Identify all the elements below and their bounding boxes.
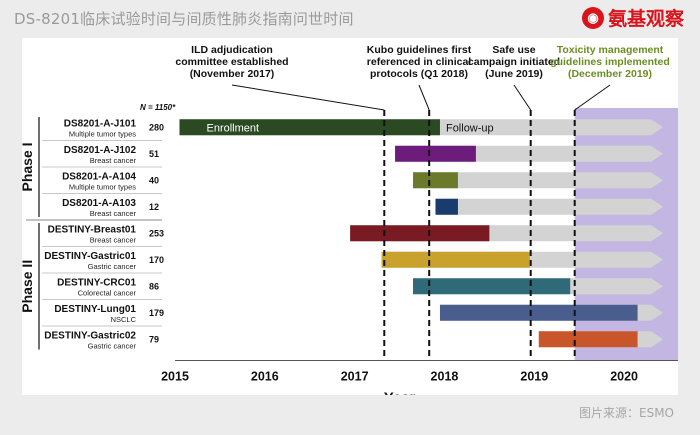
x-tick-label: 2016 xyxy=(251,370,279,384)
phase-label: Phase I xyxy=(22,142,35,191)
trial-indication: NSCLC xyxy=(111,315,137,324)
milestone-label: (November 2017) xyxy=(190,68,275,80)
n-header: N = 1150* xyxy=(140,103,176,112)
trial-n: 12 xyxy=(149,202,159,212)
trial-name: DESTINY-Breast01 xyxy=(48,224,137,235)
trial-name: DS8201-A-A103 xyxy=(62,198,136,209)
milestone-connector xyxy=(574,84,611,111)
x-axis-label: Year xyxy=(384,390,416,396)
trial-indication: Breast cancer xyxy=(90,235,137,244)
milestone-label: Toxicity management xyxy=(557,44,664,56)
x-tick-label: 2015 xyxy=(161,370,189,384)
trial-n: 280 xyxy=(149,122,164,132)
milestone-label: (December 2019) xyxy=(568,68,652,80)
enrollment-bar xyxy=(538,331,638,348)
brand-logo: ◉ 氨基观察 xyxy=(581,4,684,31)
trial-indication: Colorectal cancer xyxy=(78,288,137,297)
milestone-label: guidelines implemented xyxy=(550,56,670,68)
trial-indication: Gastric cancer xyxy=(88,262,137,271)
trial-indication: Breast cancer xyxy=(90,156,137,165)
x-tick-label: 2017 xyxy=(341,370,369,384)
milestone-label: ILD adjudication xyxy=(191,44,273,56)
milestone-label: Kubo guidelines first xyxy=(367,44,472,56)
enrollment-bar xyxy=(395,145,476,162)
enrollment-bar xyxy=(435,198,458,215)
trial-n: 86 xyxy=(149,281,159,291)
x-tick-label: 2019 xyxy=(520,370,548,384)
trial-indication: Multiple tumor types xyxy=(69,129,136,138)
x-tick-label: 2020 xyxy=(610,370,638,384)
brand-logo-icon: ◉ xyxy=(581,6,604,29)
trial-n: 170 xyxy=(149,255,164,265)
trial-name: DS8201-A-A104 xyxy=(62,171,136,182)
trial-indication: Breast cancer xyxy=(90,209,137,218)
enrollment-bar xyxy=(413,172,458,189)
followup-label: Follow-up xyxy=(446,122,494,134)
trial-name: DS8201-A-J102 xyxy=(64,145,137,156)
trial-n: 51 xyxy=(149,149,159,159)
enrollment-label: Enrollment xyxy=(206,122,259,134)
image-source: 图片来源：ESMO xyxy=(579,406,674,420)
milestone-label: Safe use xyxy=(492,44,535,56)
page-title: DS-8201临床试验时间与间质性肺炎指南问世时间 xyxy=(14,10,354,28)
trial-name: DESTINY-Gastric02 xyxy=(44,330,136,341)
timeline-chart-panel: N = 1150* DS8201-A-J101 Multiple tumor typ… xyxy=(22,38,678,395)
brand-name: 氨基观察 xyxy=(607,8,684,30)
milestone-connector xyxy=(513,84,532,111)
milestone-connector xyxy=(231,84,385,111)
trial-n: 253 xyxy=(149,228,164,238)
milestone-label: committee established xyxy=(175,56,288,68)
milestone-connector xyxy=(418,84,430,111)
trial-name: DESTINY-Lung01 xyxy=(54,304,136,315)
followup-bar xyxy=(413,172,664,189)
trial-name: DESTINY-Gastric01 xyxy=(44,251,136,262)
milestone-label: protocols (Q1 2018) xyxy=(370,68,468,80)
trial-indication: Multiple tumor types xyxy=(69,182,136,191)
trial-n: 79 xyxy=(149,334,159,344)
enrollment-bar xyxy=(350,225,490,242)
enrollment-bar xyxy=(179,119,440,136)
trial-n: 179 xyxy=(149,308,164,318)
trial-n: 40 xyxy=(149,175,159,185)
trial-name: DESTINY-CRC01 xyxy=(57,277,136,288)
enrollment-bar xyxy=(413,278,571,295)
trial-name: DS8201-A-J101 xyxy=(64,118,137,129)
trial-indication: Gastric cancer xyxy=(88,341,137,350)
phase-label: Phase II xyxy=(22,260,35,313)
followup-bar xyxy=(435,198,664,215)
enrollment-bar xyxy=(439,304,638,321)
x-tick-label: 2018 xyxy=(431,370,459,384)
milestone-label: campaign initiated xyxy=(468,56,560,68)
milestone-label: referenced in clinical xyxy=(367,56,472,68)
milestone-label: (June 2019) xyxy=(485,68,543,80)
enrollment-bar xyxy=(381,251,530,268)
